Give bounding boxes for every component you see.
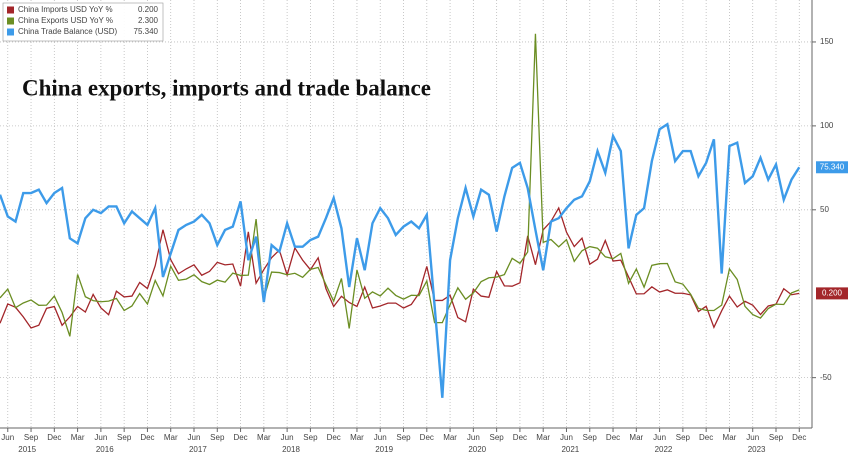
y-tick-label: -50 <box>820 373 832 382</box>
x-tick-label: Dec <box>699 433 713 442</box>
x-year-label: 2023 <box>748 445 766 454</box>
legend-value: 2.300 <box>138 16 159 25</box>
x-tick-label: Sep <box>117 433 132 442</box>
x-tick-label: Dec <box>792 433 806 442</box>
x-year-label: 2016 <box>96 445 114 454</box>
x-tick-label: Jun <box>94 433 107 442</box>
x-tick-label: Mar <box>350 433 364 442</box>
legend-label: China Trade Balance (USD) <box>18 27 117 36</box>
series-line <box>0 33 800 337</box>
y-tick-label: 150 <box>820 37 834 46</box>
x-tick-label: Jun <box>1 433 14 442</box>
x-tick-label: Dec <box>233 433 247 442</box>
value-flag <box>816 161 848 174</box>
y-tick-label: 50 <box>820 205 829 214</box>
legend-label: China Imports USD YoY % <box>18 5 113 14</box>
value-flag <box>816 287 848 300</box>
x-year-label: 2020 <box>468 445 486 454</box>
x-tick-label: Dec <box>327 433 341 442</box>
x-tick-label: Sep <box>490 433 505 442</box>
x-tick-label: Jun <box>746 433 759 442</box>
x-year-label: 2015 <box>18 445 36 454</box>
x-tick-label: Jun <box>560 433 573 442</box>
x-year-label: 2021 <box>561 445 579 454</box>
legend-label: China Exports USD YoY % <box>18 16 113 25</box>
x-year-label: 2018 <box>282 445 300 454</box>
series-line <box>0 206 800 329</box>
x-tick-label: Mar <box>723 433 737 442</box>
legend-value: 0.200 <box>138 5 159 14</box>
legend-swatch <box>7 17 14 25</box>
y-tick-label: 100 <box>820 121 834 130</box>
x-tick-label: Jun <box>374 433 387 442</box>
legend-swatch <box>7 28 14 36</box>
value-flag-label: 75.340 <box>820 162 845 171</box>
x-tick-label: Mar <box>257 433 271 442</box>
x-tick-label: Dec <box>420 433 434 442</box>
legend-box <box>2 2 164 42</box>
value-flag-label: 0.200 <box>822 288 843 297</box>
x-tick-label: Jun <box>653 433 666 442</box>
x-tick-label: Sep <box>24 433 39 442</box>
x-tick-label: Mar <box>164 433 178 442</box>
x-year-label: 2017 <box>189 445 207 454</box>
legend-value: 75.340 <box>134 27 159 36</box>
x-tick-label: Dec <box>606 433 620 442</box>
x-tick-label: Sep <box>583 433 598 442</box>
x-tick-label: Dec <box>140 433 154 442</box>
x-year-label: 2019 <box>375 445 393 454</box>
x-tick-label: Dec <box>47 433 61 442</box>
x-tick-label: Sep <box>769 433 784 442</box>
x-tick-label: Sep <box>676 433 691 442</box>
x-tick-label: Jun <box>467 433 480 442</box>
x-tick-label: Jun <box>188 433 201 442</box>
legend: China Imports USD YoY % 0.200 China Export… <box>2 2 164 42</box>
x-tick-label: Mar <box>443 433 457 442</box>
grid <box>0 0 812 428</box>
legend-swatch <box>7 6 14 14</box>
x-tick-label: Mar <box>71 433 85 442</box>
x-tick-label: Mar <box>629 433 643 442</box>
x-tick-label: Sep <box>210 433 225 442</box>
x-year-label: 2022 <box>655 445 673 454</box>
x-tick-label: Jun <box>281 433 294 442</box>
x-tick-label: Dec <box>513 433 527 442</box>
chart-title: China exports, imports and trade balance <box>22 75 431 100</box>
x-tick-label: Mar <box>536 433 550 442</box>
x-tick-label: Sep <box>396 433 411 442</box>
series-line <box>0 122 801 398</box>
x-tick-label: Sep <box>303 433 318 442</box>
